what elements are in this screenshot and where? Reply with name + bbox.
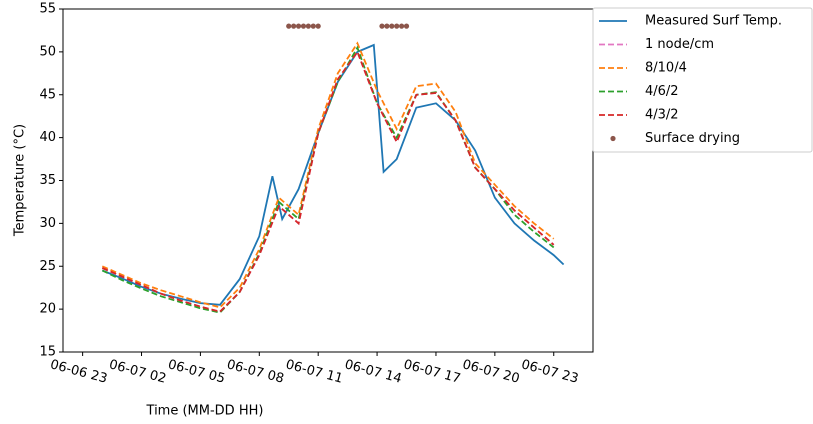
x-tick-label: 06-07 20 — [461, 357, 521, 387]
scatter-point — [384, 23, 390, 29]
scatter-point — [394, 23, 400, 29]
legend-label: Surface drying — [645, 131, 740, 146]
x-axis-label: Time (MM-DD HH) — [146, 404, 264, 419]
legend-label: Measured Surf Temp. — [645, 14, 782, 29]
legend-marker — [610, 135, 616, 142]
scatter-point — [295, 23, 302, 29]
plot-frame — [62, 8, 594, 353]
y-tick-label: 55 — [39, 2, 56, 17]
scatter-point — [403, 23, 410, 29]
y-tick-label: 20 — [39, 302, 56, 317]
legend-label: 4/3/2 — [645, 108, 679, 123]
legend-box — [592, 7, 813, 153]
y-tick-label: 15 — [39, 345, 56, 360]
scatter-point — [291, 23, 297, 29]
series-line — [101, 50, 555, 313]
x-tick-label: 06-07 11 — [284, 357, 344, 387]
x-tick-label: 06-07 17 — [402, 357, 462, 387]
x-tick-label: 06-07 14 — [343, 357, 403, 387]
x-tick-label: 06-07 08 — [225, 357, 285, 387]
scatter-point — [305, 23, 311, 29]
scatter-point — [315, 23, 321, 29]
scatter-point — [300, 23, 307, 29]
legend-label: 4/6/2 — [645, 84, 679, 99]
x-tick-label: 06-07 05 — [166, 357, 226, 387]
series-line — [101, 41, 555, 309]
scatter-point — [286, 23, 292, 29]
y-tick-label: 35 — [39, 173, 56, 188]
legend-label: 1 node/cm — [645, 37, 714, 52]
x-tick-label: 06-07 23 — [520, 357, 580, 387]
x-tick-label: 06-06 23 — [48, 357, 108, 387]
legend-label: 8/10/4 — [645, 61, 687, 76]
scatter-point — [399, 23, 405, 29]
scatter-point — [310, 23, 316, 29]
y-axis-label: Temperature (°C) — [13, 124, 28, 237]
x-tick-label: 06-07 02 — [107, 357, 167, 387]
scatter-point — [389, 23, 395, 29]
series-line — [101, 43, 565, 306]
y-tick-label: 25 — [39, 259, 56, 274]
series-line — [101, 50, 555, 313]
scatter-point — [379, 23, 385, 29]
y-tick-label: 30 — [39, 216, 56, 231]
y-tick-label: 40 — [39, 130, 56, 145]
y-tick-label: 45 — [39, 87, 56, 102]
y-tick-label: 50 — [39, 44, 56, 59]
series-line — [101, 45, 555, 314]
